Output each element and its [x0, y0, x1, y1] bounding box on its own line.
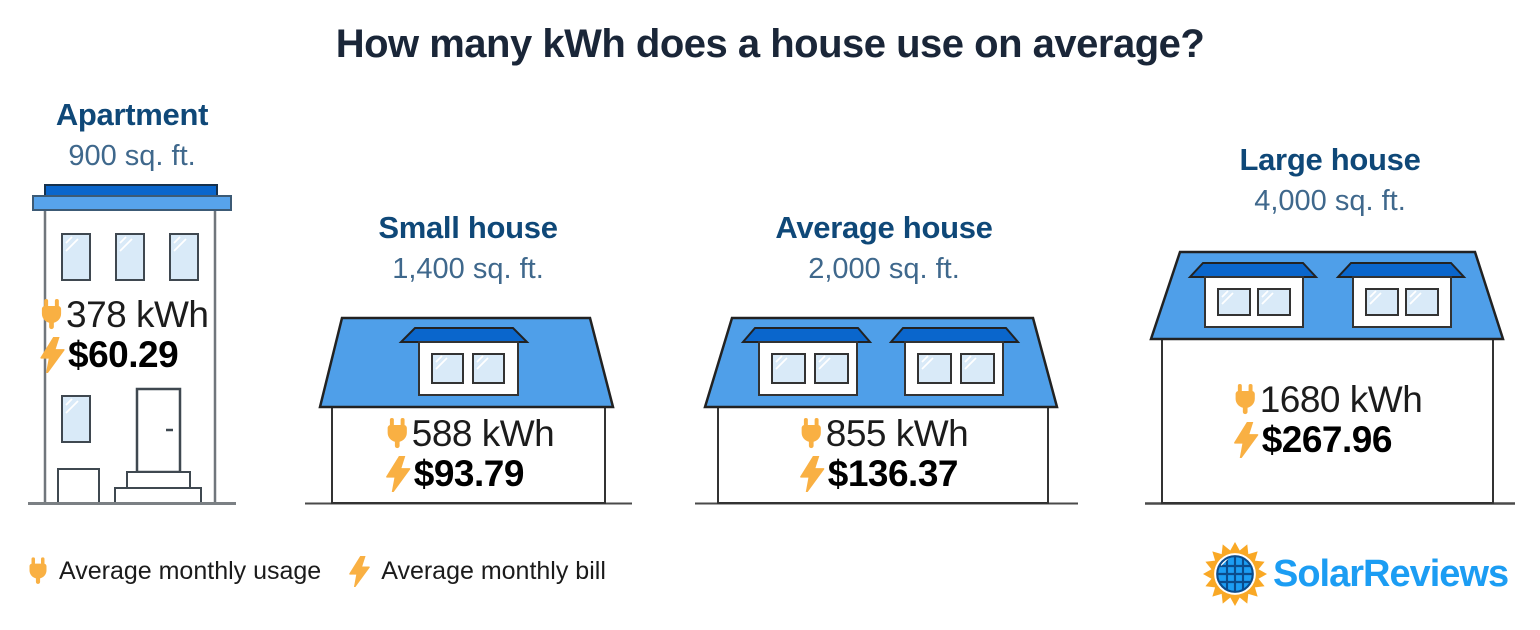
average-house-stats: 855 kWh $136.37 [800, 413, 969, 494]
plug-icon [386, 418, 409, 450]
lightning-bolt-icon [1234, 422, 1259, 458]
usage-row: 378 kWh [40, 294, 209, 335]
bill-row: $267.96 [1234, 419, 1423, 460]
dormer-cap [398, 327, 530, 343]
large-house-label: Large house 4,000 sq. ft. [1239, 140, 1420, 221]
apartment-door [135, 387, 182, 474]
small-house-stats: 588 kWh $93.79 [386, 413, 555, 494]
planter-box [57, 468, 100, 504]
building-sqft: 1,400 sq. ft. [392, 252, 544, 285]
usage-row: 588 kWh [386, 413, 555, 454]
usage-value: 588 kWh [411, 413, 555, 454]
legend-bill-label: Average monthly bill [381, 557, 606, 585]
dormer-cap [1187, 262, 1319, 278]
solarreviews-logo: SolarReviews [1203, 542, 1509, 606]
lightning-bolt-icon [800, 456, 825, 492]
logo-wordmark: SolarReviews [1273, 552, 1509, 595]
apartment-stats: 378 kWh $60.29 [40, 294, 209, 375]
plug-icon [1234, 384, 1257, 416]
usage-row: 1680 kWh [1234, 379, 1423, 420]
average-house-label: Average house 2,000 sq. ft. [775, 208, 993, 289]
dormer-cap [740, 327, 873, 343]
bill-value: $60.29 [68, 334, 179, 375]
apartment-roof-bar [32, 195, 232, 211]
dormer-cap [888, 327, 1021, 343]
window-highlights [1221, 290, 1422, 305]
large-house-illustration [1145, 250, 1515, 505]
lightning-bolt-icon [349, 556, 370, 587]
apartment-windows [61, 233, 199, 281]
usage-value: 1680 kWh [1259, 379, 1423, 420]
window-highlights [775, 355, 977, 370]
dormer-cap [1335, 262, 1467, 278]
building-sqft: 4,000 sq. ft. [1254, 184, 1406, 217]
legend-usage: Average monthly usage [28, 557, 321, 586]
lightning-bolt-icon [40, 337, 65, 373]
small-house-illustration [305, 316, 632, 505]
bill-value: $136.37 [827, 453, 959, 494]
building-name: Average house [775, 210, 993, 245]
door-step-1 [126, 471, 191, 489]
apartment-roof-top-bar [44, 184, 218, 197]
usage-value: 855 kWh [825, 413, 969, 454]
page-title: How many kWh does a house use on average… [335, 22, 1205, 66]
building-name: Apartment [55, 97, 209, 132]
legend-bill: Average monthly bill [349, 556, 606, 587]
door-step-2 [114, 487, 202, 504]
dormer-window [1217, 288, 1251, 316]
legend-usage-label: Average monthly usage [59, 557, 322, 585]
bill-value: $93.79 [413, 453, 525, 494]
building-sqft: 900 sq. ft. [68, 139, 196, 172]
plug-icon [28, 557, 48, 586]
usage-row: 855 kWh [800, 413, 969, 454]
apartment-illustration [28, 184, 236, 505]
small-house-label: Small house 1,400 sq. ft. [378, 208, 558, 289]
usage-value: 378 kWh [66, 294, 209, 335]
bill-row: $93.79 [386, 453, 555, 494]
building-sqft: 2,000 sq. ft. [808, 252, 960, 285]
building-name: Small house [378, 210, 558, 245]
window-highlights [65, 236, 187, 252]
lightning-bolt-icon [386, 456, 411, 492]
average-house-illustration [695, 316, 1078, 505]
plug-icon [40, 299, 63, 331]
legend: Average monthly usage Average monthly bi… [28, 556, 606, 587]
apartment-label: Apartment 900 sq. ft. [55, 95, 209, 176]
plug-icon [800, 418, 823, 450]
building-name: Large house [1239, 142, 1421, 177]
large-house-stats: 1680 kWh $267.96 [1234, 379, 1423, 460]
house-body [331, 406, 606, 504]
bill-row: $136.37 [800, 453, 969, 494]
window-highlights [435, 355, 489, 370]
bill-row: $60.29 [40, 334, 209, 375]
bill-value: $267.96 [1261, 419, 1393, 460]
sun-icon [1203, 542, 1267, 606]
